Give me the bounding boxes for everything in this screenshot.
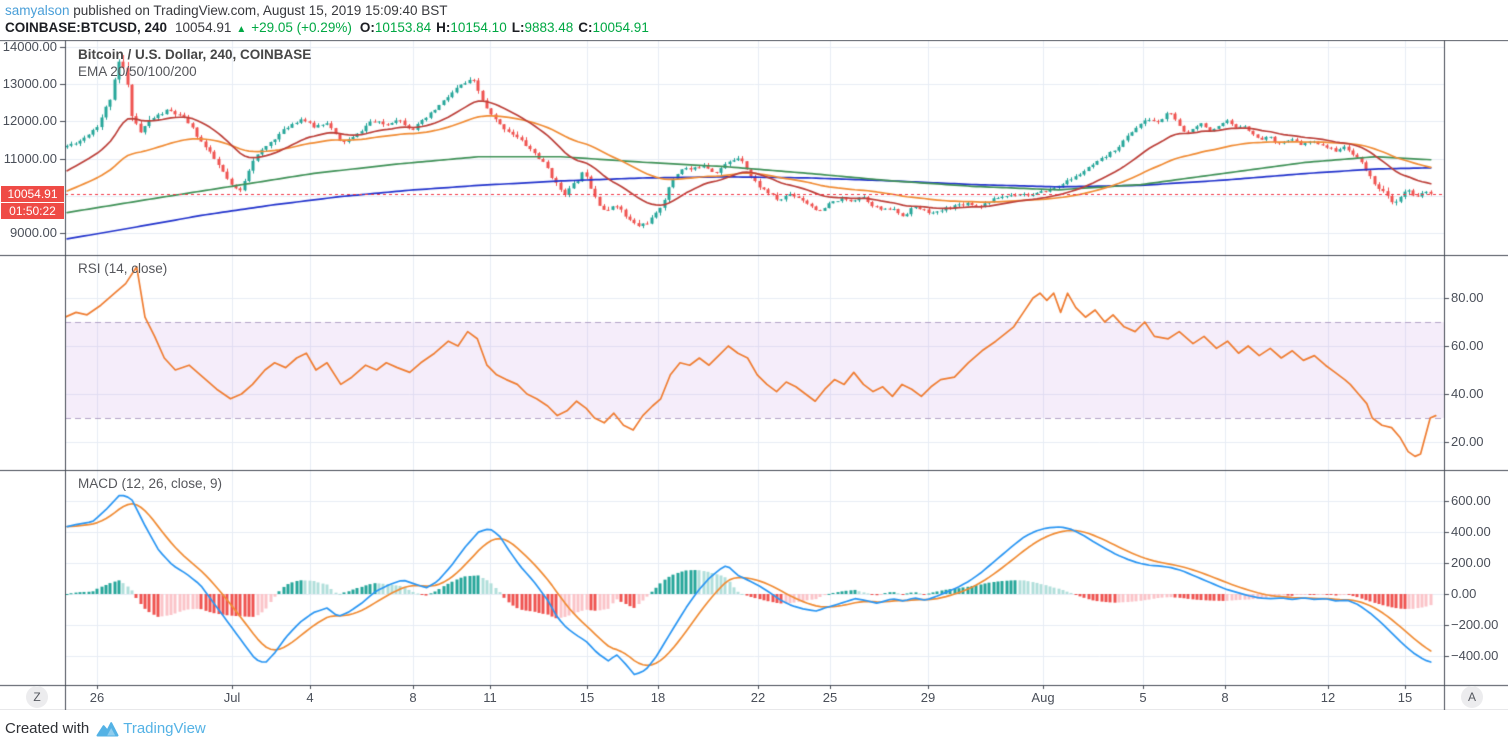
time-axis-label: 22 [750, 690, 766, 705]
time-axis-label: 15 [1397, 690, 1413, 705]
open-label: O: [359, 20, 375, 35]
low-label: L: [511, 20, 525, 35]
price-axis-label: 12000.00 [2, 113, 57, 129]
publish-info-line: samyalson published on TradingView.com, … [5, 3, 448, 18]
main-pane-title: Bitcoin / U.S. Dollar, 240, COINBASE [78, 47, 312, 62]
up-arrow-icon: ▲ [236, 24, 247, 35]
rsi-indicator-label[interactable]: RSI (14, close) [78, 261, 168, 276]
macd-axis-label: 600.00 [1451, 492, 1491, 508]
time-axis-label: 4 [306, 690, 314, 705]
time-axis-label: 8 [1221, 690, 1229, 705]
macd-axis-label: 400.00 [1451, 523, 1491, 539]
price-axis-label: 13000.00 [2, 76, 57, 92]
autoscale-button[interactable]: A [1461, 686, 1483, 708]
close-value: 10054.91 [592, 20, 649, 35]
price-axis-label: 9000.00 [10, 225, 57, 240]
created-with-text: Created with [5, 720, 90, 737]
last-price: 10054.91 [175, 20, 232, 35]
high-value: 10154.10 [450, 20, 507, 35]
tradingview-brand-link[interactable]: TradingView [123, 720, 206, 737]
open-value: 10153.84 [374, 20, 432, 35]
price-axis-label: 14000.00 [2, 39, 57, 54]
symbol-info-line: COINBASE:BTCUSD, 240 10054.91 ▲ +29.05 (+0.… [5, 20, 649, 35]
current-price-badge: 10054.91 [1, 186, 64, 202]
time-axis-label: 29 [920, 690, 936, 705]
macd-axis-label: −200.00 [1451, 617, 1499, 633]
time-axis-label: 26 [89, 690, 105, 705]
ema-indicator-label[interactable]: EMA 20/50/100/200 [78, 64, 197, 79]
published-text: published on TradingView.com, August 15,… [69, 3, 448, 18]
timezone-button[interactable]: Z [26, 686, 48, 708]
rsi-axis-label: 20.00 [1451, 434, 1484, 449]
macd-indicator-label[interactable]: MACD (12, 26, close, 9) [78, 476, 223, 491]
time-axis-label: 8 [409, 690, 417, 705]
macd-axis-label: −400.00 [1451, 648, 1499, 664]
time-axis-label: 25 [822, 690, 838, 705]
publish-header: samyalson published on TradingView.com, … [0, 0, 1508, 40]
close-label: C: [578, 20, 593, 35]
price-axis-label: 11000.00 [3, 150, 57, 166]
author-link[interactable]: samyalson [5, 3, 70, 18]
price-change: +29.05 (+0.29%) [251, 20, 352, 35]
rsi-axis-label: 80.00 [1451, 290, 1484, 305]
macd-axis-label: 200.00 [1451, 554, 1491, 570]
symbol-title: COINBASE:BTCUSD, 240 [5, 20, 168, 35]
time-axis-label: 12 [1320, 690, 1336, 705]
time-axis-label: 18 [650, 690, 666, 705]
rsi-axis-label: 40.00 [1451, 386, 1484, 401]
time-axis-label: 15 [579, 690, 595, 705]
tradingview-logo-icon [96, 720, 119, 737]
high-label: H: [436, 20, 451, 35]
low-value: 9883.48 [524, 20, 574, 35]
time-axis-label: Jul [223, 690, 241, 705]
attribution-footer: Created with TradingView [0, 710, 1508, 747]
time-axis-label: Aug [1031, 690, 1055, 705]
macd-axis-label: 0.00 [1451, 586, 1477, 601]
time-axis-label: 5 [1139, 690, 1147, 705]
time-axis-label: 11 [483, 690, 497, 705]
bar-countdown-badge: 01:50:22 [1, 203, 64, 219]
rsi-axis-label: 60.00 [1451, 338, 1484, 353]
